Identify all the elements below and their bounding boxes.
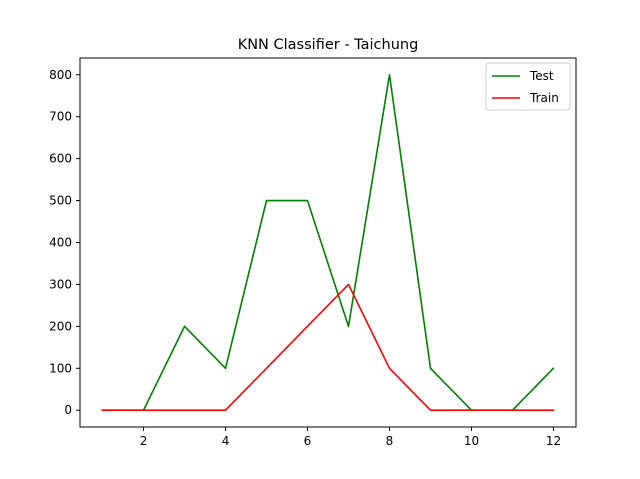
series-line-train (101, 283, 555, 412)
x-tick-label: 4 (222, 434, 230, 448)
y-tick-label: 600 (49, 152, 72, 166)
y-tick-label: 700 (49, 110, 72, 124)
series-line-test (101, 73, 555, 412)
x-tick-label: 10 (464, 434, 479, 448)
x-tick-label: 12 (546, 434, 561, 448)
legend: Test Train (485, 62, 571, 111)
x-tick-label: 6 (304, 434, 312, 448)
x-tick-label: 8 (386, 434, 394, 448)
x-axis: 2 4 6 8 10 12 (140, 427, 561, 448)
y-tick-label: 300 (49, 277, 72, 291)
y-axis: 0 100 200 300 400 500 600 700 800 (49, 68, 80, 417)
y-tick-label: 200 (49, 319, 72, 333)
legend-label-train: Train (529, 91, 559, 105)
y-tick-label: 100 (49, 361, 72, 375)
plot-area-frame (79, 57, 577, 428)
x-tick-label: 2 (140, 434, 148, 448)
chart-title: KNN Classifier - Taichung (238, 37, 419, 53)
y-tick-label: 800 (49, 68, 72, 82)
y-tick-label: 500 (49, 194, 72, 208)
legend-label-test: Test (529, 69, 554, 83)
y-tick-label: 0 (64, 403, 72, 417)
y-tick-label: 400 (49, 236, 72, 250)
series-layer (101, 73, 555, 412)
